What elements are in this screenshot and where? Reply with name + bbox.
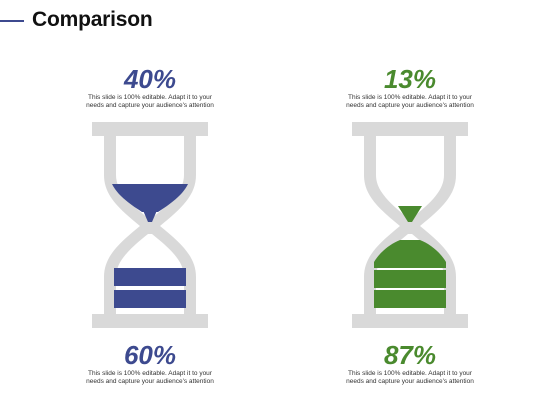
bottom-sand-lower: [114, 290, 186, 308]
left-hourglass: [92, 122, 208, 328]
hourglass-bottom-cap: [92, 314, 208, 328]
right-hourglass: [352, 122, 468, 328]
bottom-sand-top: [374, 240, 446, 268]
right-bottom-stat: 87% This slide is 100% editable. Adapt i…: [310, 340, 510, 386]
left-bottom-percent: 60%: [123, 340, 177, 370]
hourglass-bottom-cap: [352, 314, 468, 328]
left-top-percent: 40%: [123, 64, 177, 94]
hourglass-top-cap: [92, 122, 208, 136]
right-top-description: This slide is 100% editable. Adapt it to…: [346, 94, 474, 109]
right-bottom-description: This slide is 100% editable. Adapt it to…: [346, 370, 474, 385]
title-accent-line: [0, 20, 24, 22]
hourglass-top-cap: [352, 122, 468, 136]
left-top-stat: 40% This slide is 100% editable. Adapt i…: [50, 64, 250, 110]
bottom-sand-lower: [374, 290, 446, 308]
left-bottom-description: This slide is 100% editable. Adapt it to…: [86, 370, 214, 385]
bottom-sand-upper: [114, 268, 186, 286]
right-bottom-percent: 87%: [383, 340, 437, 370]
hourglass-frame: [364, 136, 456, 314]
top-sand: [112, 184, 188, 212]
bottom-sand-upper: [374, 270, 446, 288]
sand-stream: [398, 206, 422, 222]
left-top-description: This slide is 100% editable. Adapt it to…: [86, 94, 214, 109]
right-top-stat: 13% This slide is 100% editable. Adapt i…: [310, 64, 510, 110]
sand-stream: [142, 208, 158, 222]
page-title: Comparison: [32, 8, 153, 31]
left-bottom-stat: 60% This slide is 100% editable. Adapt i…: [50, 340, 250, 386]
right-top-percent: 13%: [383, 64, 437, 94]
hourglass-frame: [104, 136, 196, 314]
